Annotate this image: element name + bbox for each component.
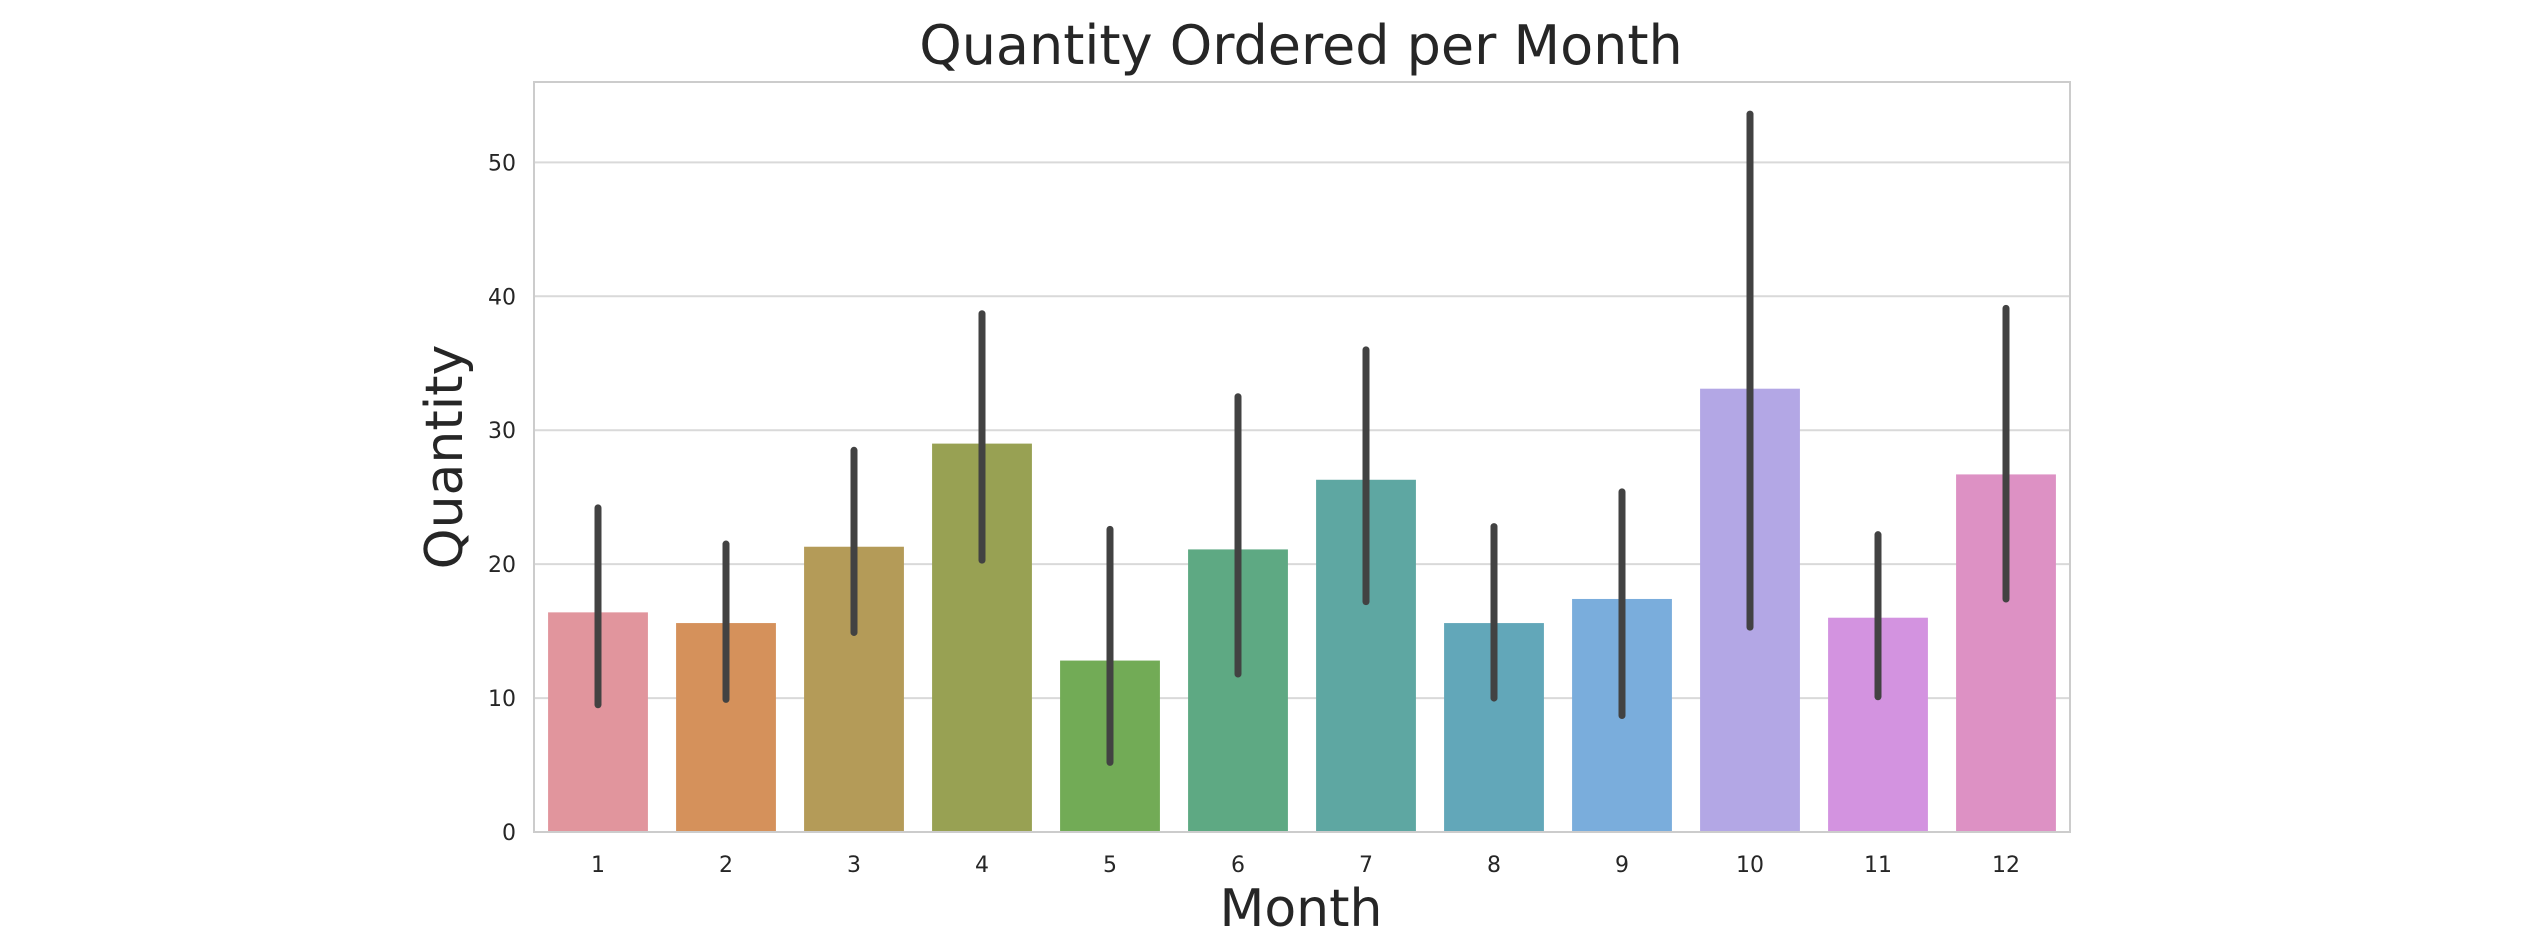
x-tick-label: 12 (1992, 853, 2020, 878)
y-tick-label: 30 (488, 419, 516, 444)
y-tick-label: 10 (488, 687, 516, 712)
x-tick-label: 6 (1231, 853, 1245, 878)
y-axis-label: Quantity (415, 345, 475, 570)
error-bars (594, 110, 2010, 766)
chart-title: Quantity Ordered per Month (919, 14, 1683, 77)
x-tick-label: 7 (1359, 853, 1373, 878)
y-tick-label: 50 (488, 151, 516, 176)
x-tick-label: 11 (1864, 853, 1892, 878)
y-tick-labels: 0 10 20 30 40 50 (488, 151, 516, 846)
x-tick-label: 5 (1103, 853, 1117, 878)
x-tick-label: 1 (591, 853, 605, 878)
grid-lines (534, 161, 2070, 700)
x-tick-label: 3 (847, 853, 861, 878)
x-tick-label: 8 (1487, 853, 1501, 878)
x-axis-label: Month (1220, 879, 1383, 939)
y-tick-label: 0 (502, 821, 516, 846)
x-tick-label: 10 (1736, 853, 1764, 878)
x-tick-label: 9 (1615, 853, 1629, 878)
bars (548, 388, 2056, 832)
x-tick-labels: 1 2 3 4 5 6 7 8 9 10 11 12 (591, 853, 2020, 878)
x-tick-label: 2 (719, 853, 733, 878)
plot-frame (533, 81, 2071, 833)
y-tick-label: 20 (488, 553, 516, 578)
y-tick-label: 40 (488, 285, 516, 310)
x-tick-label: 4 (975, 853, 989, 878)
